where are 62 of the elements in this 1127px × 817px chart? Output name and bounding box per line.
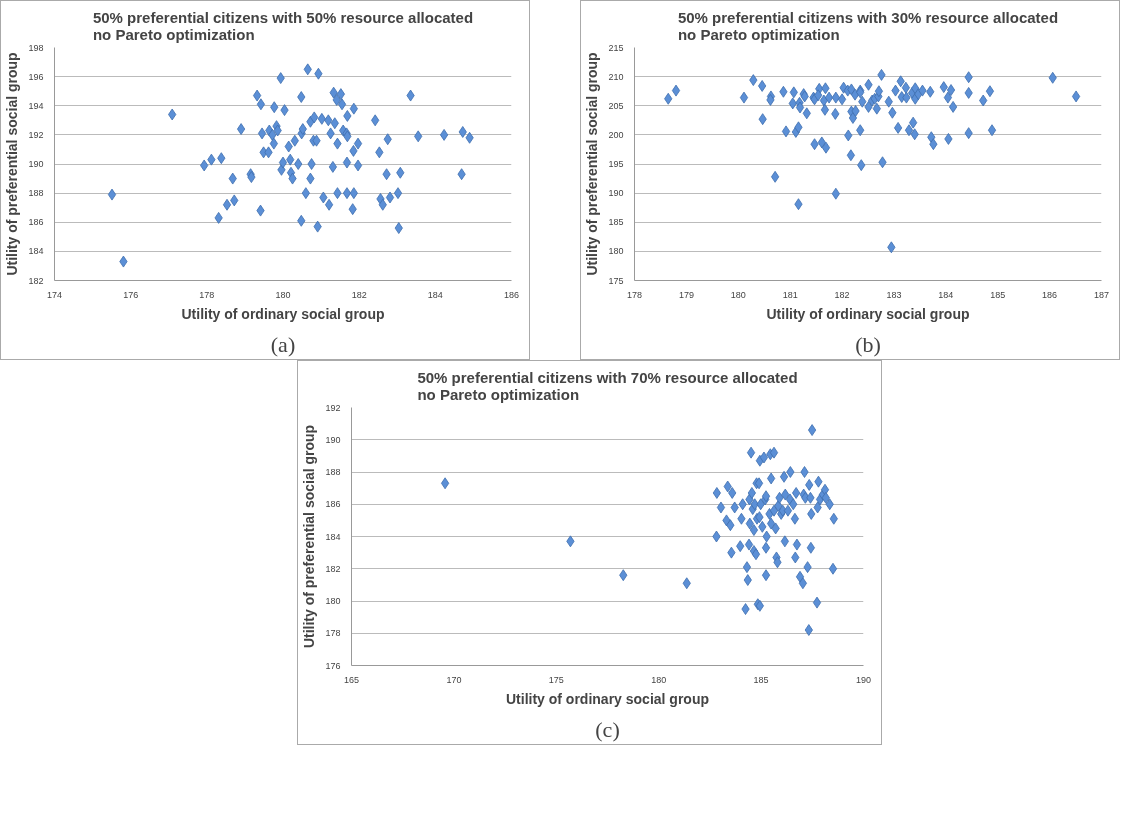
y-tick-label: 180: [325, 596, 341, 606]
text: (a): [270, 331, 296, 357]
x-tick-label: 185: [990, 289, 1006, 300]
text: (b): [855, 331, 881, 357]
y-tick-label: 184: [28, 246, 44, 257]
y-axis-title: Utility of preferential social group: [301, 424, 318, 649]
y-tick-label: 210: [608, 71, 624, 82]
x-tick-label: 182: [351, 289, 367, 300]
y-tick-label: 192: [325, 402, 341, 413]
y-axis-title: Utility of preferential social group: [4, 52, 21, 276]
y-tick-label: 176: [325, 660, 341, 671]
y-tick-label: 190: [608, 188, 624, 199]
x-tick-label: 178: [199, 289, 215, 300]
x-tick-label: 180: [275, 289, 291, 300]
x-tick-label: 186: [503, 289, 520, 300]
x-tick-label: 186: [1042, 289, 1058, 300]
x-tick-label: 170: [446, 674, 462, 685]
x-axis-title: Utility of ordinary social group: [181, 305, 385, 322]
y-tick-label: 190: [28, 159, 44, 169]
x-axis-title: Utility of ordinary social group: [766, 305, 970, 322]
chart-title: 50% preferential citizens with 50% resource allocated no Pareto optimization: [92, 8, 474, 43]
y-tick-label: 195: [608, 159, 624, 169]
x-tick-label: 190: [855, 674, 872, 685]
y-tick-label: 190: [325, 434, 341, 445]
y-tick-label: 186: [28, 217, 44, 228]
y-tick-label: 188: [325, 467, 341, 477]
y-tick-label: 178: [325, 628, 341, 639]
x-tick-label: 183: [886, 289, 902, 300]
y-tick-label: 175: [608, 275, 624, 286]
y-tick-label: 192: [28, 129, 44, 140]
chart-title: 50% preferential citizens with 30% resource allocated no Pareto optimization: [677, 8, 1059, 43]
y-tick-label: 194: [28, 100, 44, 111]
y-tick-label: 196: [28, 71, 44, 82]
x-tick-label: 187: [1093, 289, 1110, 300]
y-tick-label: 205: [608, 100, 624, 111]
x-tick-label: 182: [834, 289, 850, 300]
x-tick-label: 184: [938, 289, 954, 300]
y-tick-label: 185: [608, 217, 624, 228]
x-tick-label: 180: [730, 289, 746, 300]
y-tick-label: 188: [28, 188, 44, 199]
x-axis-title: Utility of ordinary social group: [505, 690, 710, 707]
x-tick-label: 179: [678, 289, 694, 300]
x-tick-label: 184: [427, 289, 443, 300]
x-tick-label: 165: [343, 674, 360, 685]
y-tick-label: 182: [325, 563, 341, 574]
x-tick-label: 176: [123, 289, 139, 300]
y-tick-label: 215: [608, 42, 624, 53]
x-tick-label: 175: [548, 674, 564, 685]
chart-title: 50% preferential citizens with 70% resource allocated no Pareto optimization: [417, 368, 798, 403]
y-tick-label: 180: [608, 246, 624, 257]
x-tick-label: 180: [651, 674, 667, 685]
y-tick-label: 198: [28, 42, 44, 53]
text: (c): [595, 716, 620, 742]
x-tick-label: 178: [626, 289, 643, 300]
x-tick-label: 181: [782, 289, 798, 300]
y-tick-label: 200: [608, 129, 624, 140]
x-tick-label: 185: [753, 674, 769, 685]
y-tick-label: 182: [28, 275, 44, 286]
y-tick-label: 184: [325, 531, 341, 542]
x-tick-label: 174: [46, 289, 63, 300]
y-tick-label: 186: [325, 499, 341, 510]
y-axis-title: Utility of preferential social group: [584, 52, 601, 276]
